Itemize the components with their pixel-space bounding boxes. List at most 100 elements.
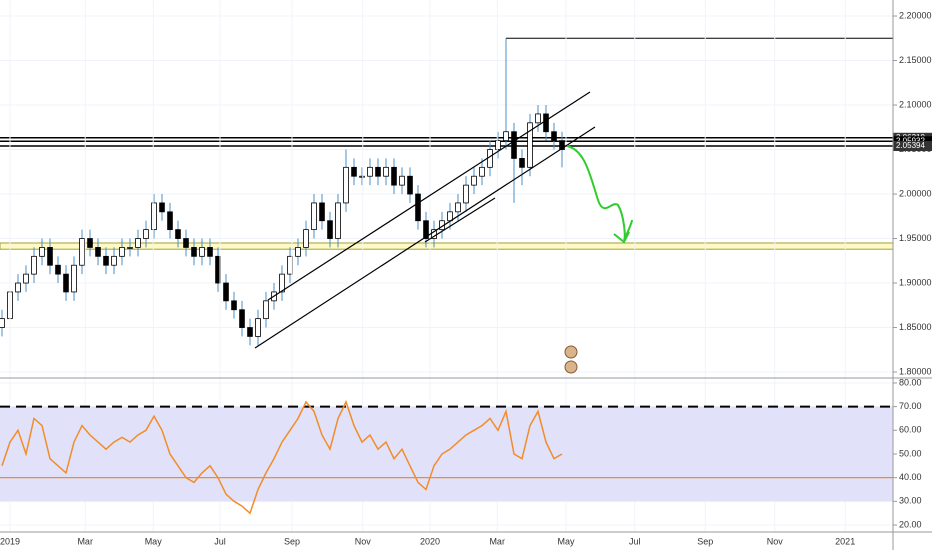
candle-body — [503, 131, 509, 142]
candle-body — [87, 238, 93, 248]
candle-body — [151, 202, 157, 231]
candle-body — [487, 149, 493, 168]
x-tick-label: 2020 — [420, 536, 440, 546]
candle-body — [319, 202, 325, 222]
x-tick-label: 2021 — [835, 536, 855, 546]
candle-body — [407, 175, 413, 195]
y-tick-label: 2.15000 — [899, 55, 932, 65]
x-tick-label: Nov — [767, 536, 784, 546]
candle-body — [447, 211, 453, 222]
x-tick-label: Nov — [355, 536, 372, 546]
x-tick-label: Jul — [629, 536, 641, 546]
candle-body — [15, 282, 21, 293]
candle-body — [543, 113, 549, 133]
x-tick-label: Sep — [697, 536, 713, 546]
y-tick-label: 1.90000 — [899, 277, 932, 287]
candle-body — [455, 202, 461, 213]
candle-body — [495, 140, 501, 150]
candle-body — [79, 238, 85, 266]
candle-body — [111, 255, 117, 266]
candle-body — [55, 264, 61, 275]
candle-body — [127, 247, 133, 249]
candle-body — [311, 202, 317, 231]
channel-line — [424, 197, 496, 243]
channel-line — [267, 91, 591, 301]
x-tick-label: Sep — [284, 536, 300, 546]
candle-body — [559, 140, 565, 150]
candle-body — [431, 229, 437, 239]
candle-body — [199, 247, 205, 257]
event-icon[interactable] — [564, 345, 578, 359]
y-tick-label: 40.00 — [899, 472, 922, 482]
support-zone — [0, 242, 894, 250]
rsi-line — [1, 399, 563, 515]
candle-body — [0, 318, 5, 328]
candle-body — [63, 273, 69, 293]
level-tag — [893, 141, 932, 152]
candle-body — [399, 175, 405, 186]
level-label: 2.05394 — [896, 141, 925, 150]
x-tick-label: 2019 — [0, 536, 20, 546]
y-tick-label: 50.00 — [899, 448, 922, 458]
candle-body — [71, 264, 77, 293]
candle-body — [39, 247, 45, 257]
candle-body — [175, 229, 181, 239]
candle-body — [31, 255, 37, 275]
candle-body — [103, 255, 109, 266]
candle-body — [119, 247, 125, 257]
candle-body — [551, 131, 557, 142]
x-tick-label: May — [145, 536, 163, 546]
y-tick-label: 80.00 — [899, 377, 922, 387]
candle-body — [247, 327, 253, 337]
candle-body — [255, 318, 261, 337]
candle-body — [511, 131, 517, 159]
candle-body — [335, 202, 341, 239]
candle-body — [519, 158, 525, 168]
candle-body — [375, 166, 381, 177]
candle-body — [167, 211, 173, 231]
x-tick-label: Mar — [77, 536, 93, 546]
candle-body — [479, 166, 485, 177]
arrow-head — [613, 231, 630, 244]
candle-body — [383, 166, 389, 177]
y-tick-label: 60.00 — [899, 425, 922, 435]
y-tick-label: 1.80000 — [899, 366, 932, 376]
candle-body — [191, 247, 197, 257]
candle-body — [415, 193, 421, 222]
y-tick-label: 1.85000 — [899, 322, 932, 332]
candle-body — [303, 229, 309, 248]
candle-body — [159, 202, 165, 213]
candle-body — [295, 247, 301, 257]
candle-body — [535, 113, 541, 124]
rsi-band — [0, 406, 893, 502]
candle-body — [47, 247, 53, 266]
candle-body — [279, 273, 285, 293]
candle-body — [327, 220, 333, 239]
level-label: 2.05932 — [896, 136, 925, 145]
forecast-arrow — [566, 145, 633, 241]
channel-line — [254, 126, 596, 349]
y-tick-label: 30.00 — [899, 496, 922, 506]
candle-body — [223, 282, 229, 302]
candle-body — [231, 300, 237, 311]
candle-body — [143, 229, 149, 239]
candle-body — [263, 300, 269, 320]
candle-body — [95, 247, 101, 257]
candle-body — [183, 238, 189, 248]
candle-body — [391, 166, 397, 186]
candle-body — [471, 175, 477, 186]
event-icon[interactable] — [564, 360, 578, 374]
candle-body — [343, 166, 349, 204]
candle-body — [351, 166, 357, 177]
y-tick-label: 2.20000 — [899, 10, 932, 20]
x-tick-label: May — [557, 536, 575, 546]
y-tick-label: 20.00 — [899, 519, 922, 529]
y-tick-label: 1.95000 — [899, 233, 932, 243]
candle-body — [23, 273, 29, 284]
candle-body — [423, 220, 429, 239]
candle-body — [367, 166, 373, 177]
candle-body — [359, 175, 365, 178]
candle-body — [463, 184, 469, 204]
